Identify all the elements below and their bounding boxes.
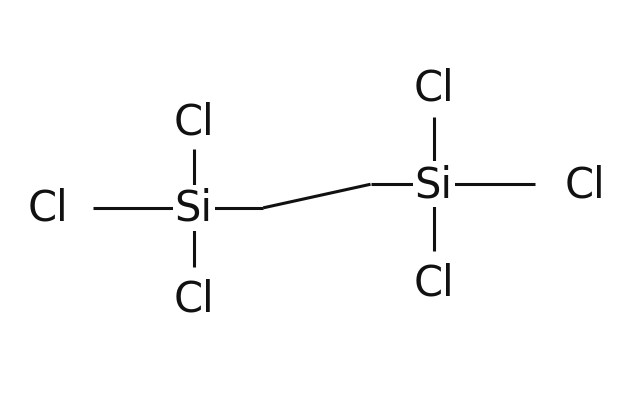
Text: Cl: Cl xyxy=(173,278,214,320)
Text: Cl: Cl xyxy=(565,164,605,206)
Text: Si: Si xyxy=(415,164,452,206)
Text: Si: Si xyxy=(175,187,212,229)
Text: Cl: Cl xyxy=(28,187,68,229)
Text: Cl: Cl xyxy=(413,68,454,109)
Text: Cl: Cl xyxy=(173,101,214,143)
Text: Cl: Cl xyxy=(413,262,454,304)
